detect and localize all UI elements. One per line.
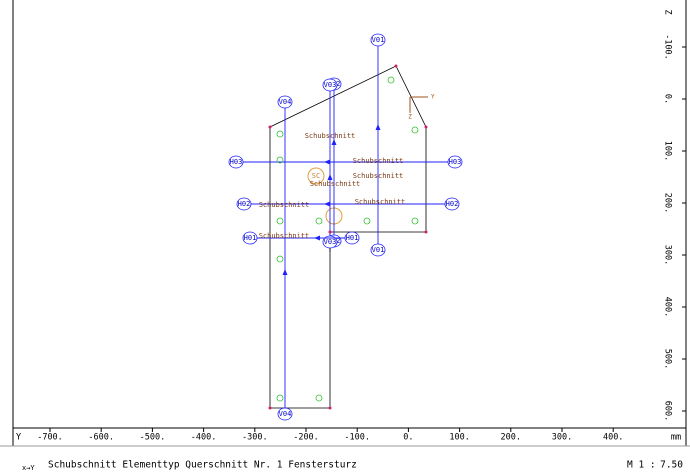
point: [411, 217, 419, 225]
footer-description: Schubschnitt Elementtyp Querschnitt Nr. …: [48, 460, 357, 471]
line-label-bubble: [277, 407, 293, 421]
x-tick-label: 300.: [552, 433, 572, 443]
line-label: H02: [238, 200, 251, 208]
line-label-bubble: [277, 95, 293, 109]
shear-annotation: Schubschnitt: [353, 157, 404, 165]
node: [328, 230, 332, 234]
z-tick-label: 600.: [663, 401, 673, 421]
flow-arrow: [282, 269, 288, 275]
line-label-bubble: [370, 243, 386, 257]
line-label: H03: [449, 158, 462, 166]
x-tick-label: 100.: [449, 433, 469, 443]
x-tick-label: -400.: [191, 433, 217, 443]
line-label: H01: [346, 234, 359, 242]
node: [394, 64, 398, 68]
line-label: H03: [230, 158, 243, 166]
flow-arrow: [327, 174, 333, 180]
x-axis-unit: mm: [671, 433, 681, 443]
line-label: V01: [372, 246, 385, 254]
shear-centre: [307, 167, 325, 185]
x-tick-label: -100.: [344, 433, 370, 443]
local-z-label: Z: [408, 114, 412, 121]
flow-arrow: [324, 201, 330, 207]
x-tick-label: -200.: [293, 433, 319, 443]
shear-annotation: Schubschnitt: [259, 232, 310, 240]
flow-arrow: [314, 235, 320, 241]
shear-annotation: Schubschnitt: [310, 180, 361, 188]
footer-axis-glyph: x→Y: [22, 464, 35, 472]
line-label-bubble: [228, 155, 244, 169]
z-tick-label: 400.: [663, 297, 673, 317]
point: [276, 130, 284, 138]
line-label: V03: [324, 238, 337, 246]
z-tick-label: -100.: [663, 34, 673, 60]
shear-annotation: Schubschnitt: [353, 172, 404, 180]
z-tick-label: 0.: [663, 94, 673, 104]
z-axis-title: Z: [663, 9, 673, 14]
point: [315, 394, 323, 402]
x-tick-label: -300.: [242, 433, 268, 443]
line-label: H01: [244, 234, 257, 242]
line-label-bubble: [370, 33, 386, 47]
line-label-bubble: [322, 235, 338, 249]
line-label-bubble: [322, 78, 338, 92]
shear-annotation: Schubschnitt: [355, 198, 406, 206]
node: [328, 406, 332, 410]
x-tick-label: 400.: [603, 433, 623, 443]
x-tick-label: -600.: [88, 433, 114, 443]
point: [276, 156, 284, 164]
flow-arrow: [324, 159, 330, 165]
line-label-bubble: [344, 231, 360, 245]
node: [424, 125, 428, 129]
point: [315, 217, 323, 225]
centre-label: SC: [312, 172, 320, 180]
footer-scale: 7.50: [660, 460, 683, 471]
x-tick-label: -700.: [37, 433, 63, 443]
point: [411, 126, 419, 134]
point: [363, 217, 371, 225]
line-label-bubble: [242, 231, 258, 245]
node: [268, 406, 272, 410]
shear-annotation: Schubschnitt: [305, 132, 356, 140]
x-tick-label: 200.: [501, 433, 521, 443]
z-tick-label: 300.: [663, 245, 673, 265]
node: [268, 125, 272, 129]
line-label-bubble: [236, 197, 252, 211]
z-tick-label: 500.: [663, 349, 673, 369]
line-label: V01: [372, 36, 385, 44]
line-label-bubble: [447, 155, 463, 169]
footer-scale-prefix: M 1 :: [627, 460, 656, 471]
flow-arrow: [331, 139, 337, 145]
point: [276, 255, 284, 263]
line-label: V04: [279, 410, 292, 418]
line-label: V04: [279, 98, 292, 106]
line-label: H02: [446, 200, 459, 208]
line-label-bubble: [444, 197, 460, 211]
x-tick-label: 0.: [403, 433, 413, 443]
node: [424, 230, 428, 234]
x-tick-label: -500.: [140, 433, 166, 443]
point: [276, 394, 284, 402]
x-axis-title: Y: [16, 433, 21, 443]
local-y-label: Y: [431, 94, 435, 101]
flow-arrow: [375, 124, 381, 130]
shear-annotation: Schubschnitt: [259, 201, 310, 209]
point: [387, 76, 395, 84]
point: [276, 217, 284, 225]
line-label: V03: [324, 81, 337, 89]
z-tick-label: 200.: [663, 193, 673, 213]
z-tick-label: 100.: [663, 141, 673, 161]
